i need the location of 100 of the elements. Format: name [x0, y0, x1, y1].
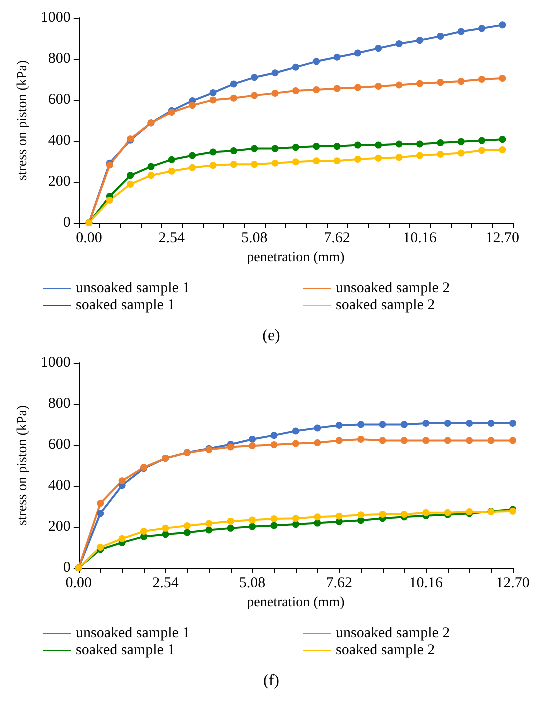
point	[184, 522, 191, 530]
point	[499, 136, 506, 144]
point	[334, 85, 341, 92]
point	[499, 74, 506, 82]
point	[396, 154, 403, 162]
point	[336, 437, 343, 444]
point	[444, 420, 452, 427]
point	[140, 528, 148, 536]
point	[270, 432, 278, 440]
point	[106, 196, 114, 204]
legend-label: unsoaked sample 2	[336, 626, 450, 642]
point	[354, 142, 362, 149]
legend-label: soaked sample 1	[76, 642, 176, 658]
y-tick-label: 400	[48, 478, 71, 494]
point	[314, 424, 322, 432]
point	[466, 437, 474, 444]
point	[270, 442, 278, 448]
point	[458, 28, 465, 36]
y-tick-label: 0	[63, 560, 71, 576]
y-tick-label: 800	[48, 396, 71, 412]
point	[458, 138, 465, 146]
point	[478, 137, 486, 144]
point	[334, 54, 341, 61]
point	[230, 94, 238, 102]
x-axis-title: penetration (mm)	[247, 250, 346, 266]
point	[354, 50, 362, 57]
point	[358, 436, 365, 443]
point	[358, 512, 365, 519]
point	[227, 444, 234, 451]
legend-label: soaked sample 2	[336, 298, 436, 314]
point	[488, 437, 495, 444]
y-tick-label: 200	[48, 174, 71, 190]
point	[230, 148, 238, 155]
point	[251, 74, 258, 82]
x-tick-label: 0.00	[76, 230, 102, 246]
point	[168, 168, 176, 175]
point	[437, 79, 444, 86]
point	[292, 521, 300, 528]
x-tick-label: 5.08	[241, 230, 268, 246]
point	[437, 32, 444, 40]
y-tick-label: 600	[48, 92, 71, 108]
point	[488, 420, 495, 427]
point	[416, 80, 424, 88]
point	[189, 164, 196, 172]
point	[499, 146, 506, 154]
point	[210, 148, 217, 156]
point	[206, 526, 213, 534]
point	[400, 437, 408, 444]
point	[437, 151, 444, 158]
point	[292, 440, 300, 448]
point	[249, 436, 256, 443]
x-tick-label: 10.16	[409, 576, 444, 592]
point	[118, 478, 126, 485]
point	[249, 516, 256, 524]
point	[118, 535, 126, 542]
point	[249, 523, 256, 530]
point	[416, 140, 424, 148]
point	[313, 86, 320, 94]
point	[396, 82, 403, 89]
point	[292, 158, 300, 166]
point	[510, 437, 516, 444]
legend-label: soaked sample 2	[336, 642, 436, 658]
point	[210, 162, 217, 170]
point	[251, 145, 258, 152]
x-tick-label: 7.62	[326, 576, 352, 592]
point	[206, 520, 213, 528]
point	[292, 144, 300, 152]
point	[230, 80, 238, 88]
point	[227, 524, 234, 532]
point	[97, 510, 104, 518]
text: (f)	[264, 672, 280, 690]
point	[400, 421, 408, 428]
point	[230, 161, 238, 168]
point	[437, 140, 444, 147]
point	[292, 87, 300, 94]
point	[272, 90, 279, 97]
point	[292, 515, 300, 522]
point	[416, 37, 424, 44]
point	[272, 70, 279, 77]
point	[379, 510, 386, 518]
point	[458, 150, 465, 157]
point	[358, 421, 365, 428]
point	[499, 22, 506, 29]
point	[251, 161, 258, 168]
point	[375, 142, 382, 149]
point	[272, 160, 279, 167]
y-axis-title: stress on piston (kPa)	[16, 60, 30, 181]
point	[189, 152, 196, 160]
point	[148, 163, 155, 170]
point	[336, 422, 343, 430]
point	[210, 90, 217, 97]
point	[270, 522, 278, 530]
y-tick-label: 1000	[40, 355, 71, 371]
point	[379, 421, 386, 428]
point	[375, 82, 382, 90]
y-tick-label: 800	[48, 51, 71, 67]
point	[251, 92, 258, 100]
y-tick-label: 1000	[40, 10, 71, 26]
point	[334, 143, 341, 150]
legend-label: unsoaked sample 1	[76, 280, 190, 296]
